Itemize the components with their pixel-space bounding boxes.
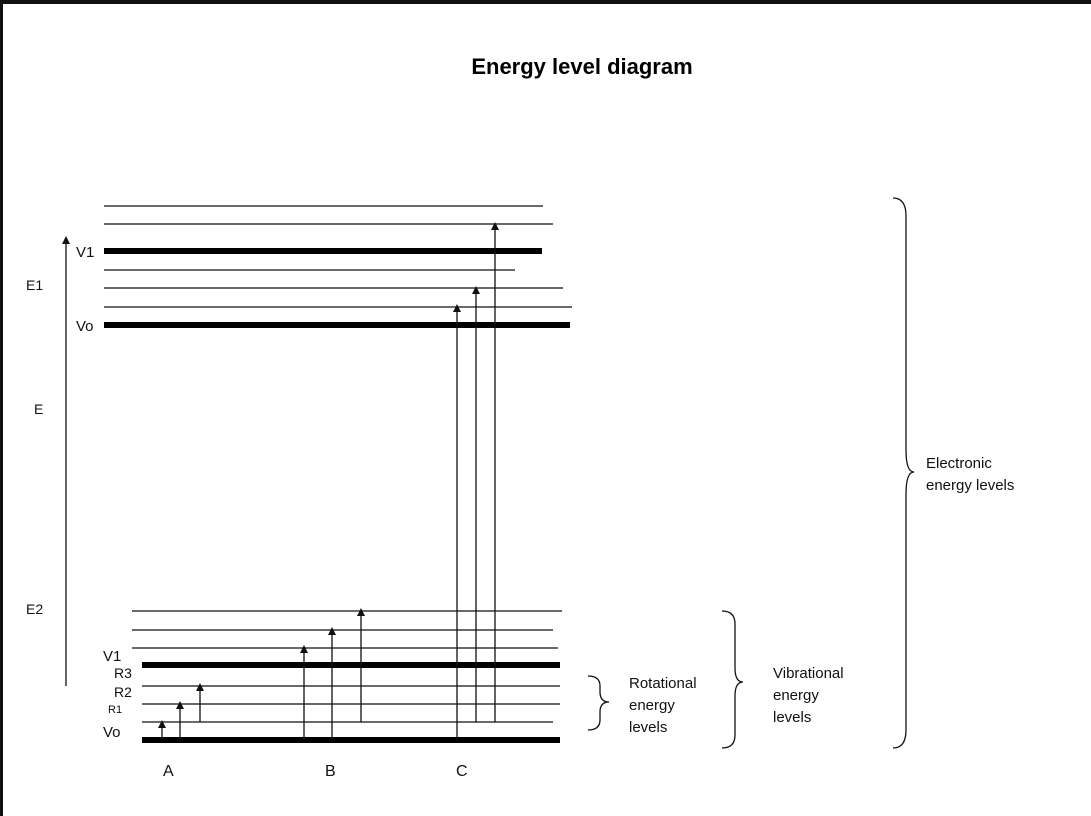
vibrational-label-line1: Vibrational — [773, 665, 844, 682]
diagram-title: Energy level diagram — [471, 54, 692, 79]
vibrational-label-line2: energy — [773, 687, 819, 704]
electronic-label-line1: Electronic — [926, 455, 992, 472]
rotational-brace — [587, 675, 610, 731]
lower-v1-label: V1 — [103, 648, 121, 665]
vibrational-brace — [721, 610, 744, 749]
group-label-a: A — [163, 763, 174, 780]
rotational-label-line2: energy — [629, 697, 675, 714]
vibrational-label-line3: levels — [773, 709, 811, 726]
upper-state-levels — [104, 205, 572, 328]
upper-v1-label: V1 — [76, 244, 94, 261]
electronic-brace — [892, 197, 915, 749]
axis-label-e2: E2 — [26, 601, 43, 617]
transitions-group-a — [158, 683, 204, 740]
upper-v0-label: Vo — [76, 318, 94, 335]
transitions-group-c — [453, 222, 499, 740]
electronic-label-line2: energy levels — [926, 477, 1014, 494]
group-label-b: B — [325, 763, 336, 780]
transitions-group-b — [300, 608, 365, 740]
lower-r2-label: R2 — [114, 684, 132, 700]
axis-label-e: E — [34, 401, 43, 417]
rotational-label-line3: levels — [629, 719, 667, 736]
lower-r1-label: R1 — [108, 704, 122, 716]
group-label-c: C — [456, 763, 468, 780]
axis-label-e1: E1 — [26, 277, 43, 293]
lower-r3-label: R3 — [114, 665, 132, 681]
rotational-label-line1: Rotational — [629, 675, 697, 692]
lower-state-levels — [132, 610, 562, 743]
lower-v0-label: Vo — [103, 724, 121, 741]
